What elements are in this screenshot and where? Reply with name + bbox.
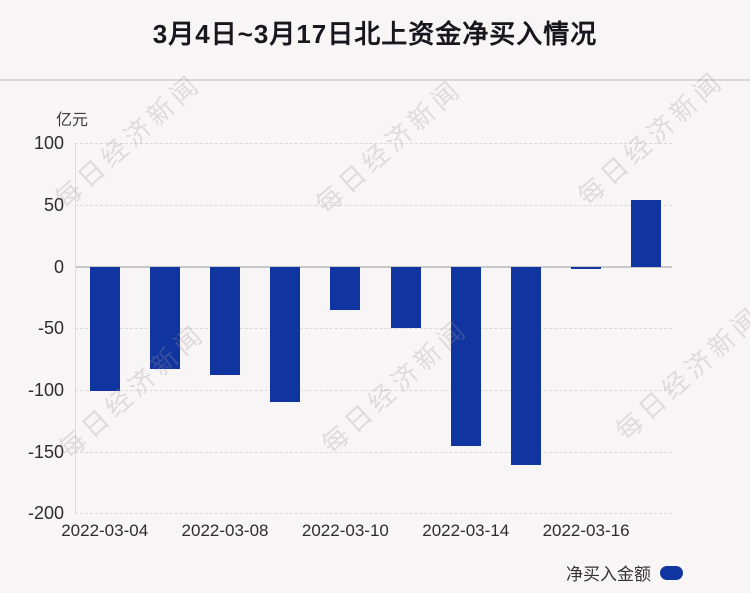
- x-tick-label: 2022-03-08: [181, 521, 269, 540]
- legend-label: 净买入金额: [566, 565, 651, 584]
- bar-2022-03-17[interactable]: [631, 199, 662, 267]
- bar-2022-03-07[interactable]: [149, 266, 180, 370]
- x-tick-label: 2022-03-16: [542, 521, 630, 540]
- gridline: [75, 390, 672, 392]
- legend-marker-icon: [660, 565, 683, 580]
- x-tick-label: 2022-03-04: [61, 521, 149, 540]
- gridline: [75, 513, 672, 515]
- y-axis-unit-label: 亿元: [56, 112, 89, 129]
- watermark-text: 每日经济新闻: [609, 299, 750, 447]
- watermark-text: 每日经济新闻: [571, 64, 731, 212]
- y-axis-line: [75, 143, 76, 514]
- y-tick-label: -100: [27, 380, 64, 401]
- y-tick-label: -50: [37, 318, 64, 339]
- x-tick-label: 2022-03-10: [301, 521, 389, 540]
- gridline: [75, 205, 672, 206]
- y-tick-label: 50: [43, 195, 64, 215]
- gridline: [75, 328, 672, 330]
- zero-axis-line: [75, 265, 672, 268]
- gridline: [75, 143, 672, 145]
- y-tick-label: 0: [53, 256, 64, 277]
- x-tick-label: 2022-03-14: [422, 521, 510, 540]
- y-tick-label: 100: [33, 133, 64, 154]
- watermark-text: 每日经济新闻: [48, 67, 208, 215]
- gridline: [75, 451, 672, 453]
- bar-2022-03-14[interactable]: [450, 266, 481, 446]
- bar-2022-03-08[interactable]: [210, 266, 241, 375]
- bar-2022-03-15[interactable]: [510, 266, 541, 466]
- y-tick-label: -200: [27, 503, 64, 524]
- bar-2022-03-10[interactable]: [330, 266, 361, 310]
- legend-item-net-buy[interactable]: 净买入金额: [566, 560, 683, 585]
- header-divider: [0, 79, 750, 81]
- y-tick-label: -150: [27, 441, 64, 462]
- bar-2022-03-11[interactable]: [390, 266, 421, 329]
- bar-2022-03-09[interactable]: [270, 266, 301, 403]
- bar-2022-03-04[interactable]: [89, 266, 120, 391]
- watermark-text: 每日经济新闻: [309, 72, 469, 220]
- chart-title: 3月4日~3月17日北上资金净买入情况: [152, 19, 598, 49]
- bar-2022-03-16[interactable]: [571, 266, 602, 269]
